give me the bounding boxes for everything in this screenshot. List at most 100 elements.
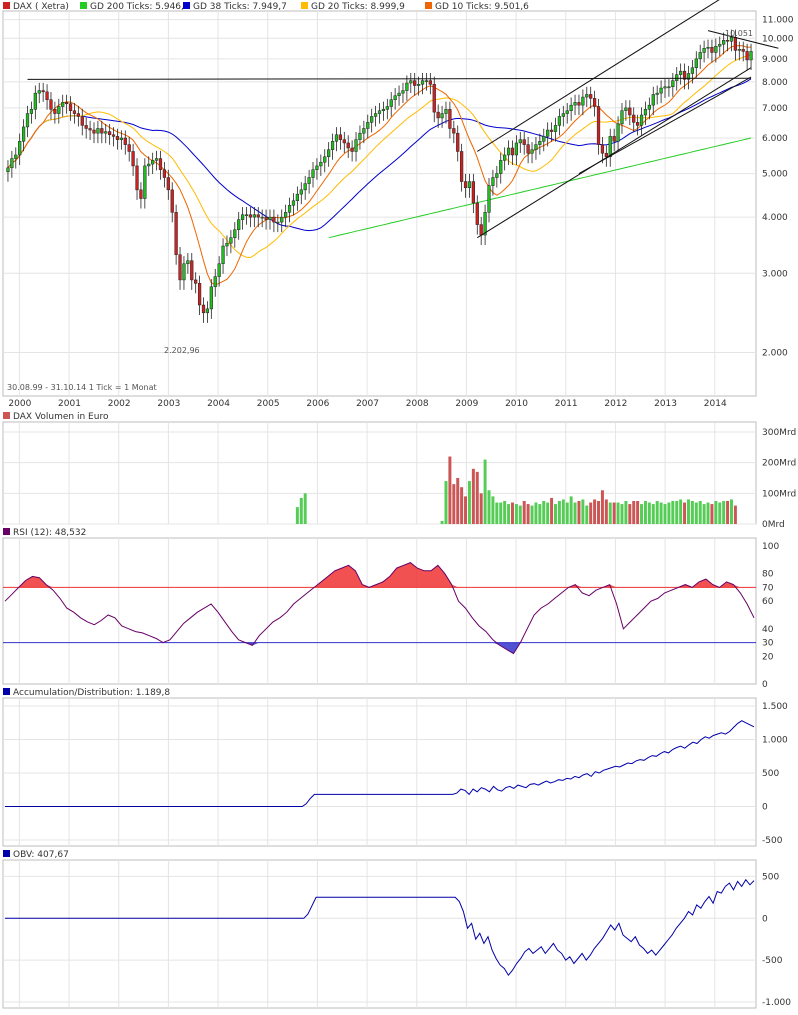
volume-bar bbox=[714, 501, 718, 524]
x-tick-label: 2008 bbox=[406, 399, 429, 409]
candle-body bbox=[147, 163, 151, 167]
candle-body bbox=[260, 216, 264, 219]
volume-bar bbox=[655, 501, 659, 524]
resistance-line bbox=[27, 77, 752, 80]
candle-body bbox=[569, 104, 573, 111]
dax-legend-swatch bbox=[3, 2, 10, 9]
candle-body bbox=[628, 107, 632, 116]
candle-body bbox=[467, 181, 472, 188]
candle-body bbox=[432, 84, 436, 113]
rsi-panel-frame bbox=[2, 537, 757, 685]
candle-body bbox=[557, 116, 562, 126]
candle-body bbox=[491, 177, 495, 186]
candle-body bbox=[561, 113, 565, 117]
candle-body bbox=[428, 80, 432, 85]
channel-lower-line bbox=[477, 67, 752, 239]
candle-body bbox=[565, 110, 569, 114]
obv-panel-frame bbox=[2, 859, 757, 1009]
candle-body bbox=[542, 136, 546, 142]
ad-panel-frame bbox=[2, 697, 757, 847]
candle-body bbox=[553, 125, 558, 132]
candle-body bbox=[323, 156, 327, 163]
candle-body bbox=[194, 279, 198, 284]
candle-body bbox=[33, 92, 37, 110]
candle-body bbox=[463, 181, 468, 188]
candle-body bbox=[186, 260, 190, 265]
candle-body bbox=[287, 205, 292, 213]
volume-bar bbox=[694, 502, 698, 524]
candle-body bbox=[659, 87, 663, 94]
volume-bar bbox=[690, 501, 694, 524]
candle-body bbox=[338, 134, 343, 140]
candle-body bbox=[725, 39, 730, 42]
candle-body bbox=[84, 125, 88, 129]
x-tick-label: 2014 bbox=[704, 399, 727, 409]
candle-body bbox=[237, 219, 241, 230]
price-tick-label: 5.000 bbox=[762, 170, 788, 180]
rsi-legend: RSI (12): 48,532 bbox=[3, 528, 86, 538]
volume-bar bbox=[475, 471, 479, 524]
candle-body bbox=[342, 139, 346, 144]
candle-body bbox=[170, 189, 174, 213]
candle-body bbox=[444, 109, 448, 114]
volume-bar bbox=[538, 504, 542, 524]
candle-body bbox=[698, 52, 702, 60]
candle-body bbox=[589, 94, 593, 99]
candle-body bbox=[397, 92, 401, 96]
volume-bar bbox=[557, 501, 561, 524]
candle-body bbox=[745, 51, 749, 61]
candle-body bbox=[737, 49, 741, 51]
candle-body bbox=[49, 99, 53, 110]
candle-body bbox=[248, 214, 253, 218]
candle-body bbox=[675, 74, 679, 81]
candle-body bbox=[679, 70, 683, 75]
candle-body bbox=[495, 173, 499, 178]
candle-body bbox=[530, 149, 534, 154]
gd20-legend-swatch bbox=[301, 2, 308, 9]
candle-body bbox=[280, 216, 284, 223]
price-tick-label: 8.000 bbox=[762, 78, 788, 88]
candle-body bbox=[604, 152, 608, 158]
candle-body bbox=[80, 116, 84, 126]
candle-body bbox=[92, 129, 96, 134]
candle-body bbox=[651, 94, 655, 106]
price-tick-label: 3.000 bbox=[762, 269, 788, 279]
volume-bar bbox=[471, 468, 475, 524]
candle-body bbox=[620, 110, 624, 125]
obv-line bbox=[5, 878, 755, 977]
price-series bbox=[6, 0, 779, 323]
candle-body bbox=[448, 109, 452, 129]
obv-tick-label: 0 bbox=[762, 914, 768, 924]
rsi-legend-swatch bbox=[3, 528, 10, 535]
x-tick-label: 2011 bbox=[555, 399, 578, 409]
candle-body bbox=[25, 113, 30, 128]
candle-body bbox=[632, 114, 636, 123]
ad-line bbox=[5, 720, 755, 807]
ad-series bbox=[5, 720, 755, 807]
candle-body bbox=[104, 131, 108, 134]
candle-body bbox=[272, 216, 276, 223]
candle-body bbox=[401, 90, 405, 94]
candle-body bbox=[385, 106, 389, 110]
candle-body bbox=[702, 48, 706, 53]
candle-body bbox=[68, 103, 73, 111]
candle-body bbox=[154, 158, 159, 161]
candle-body bbox=[61, 102, 65, 107]
volume-bar bbox=[495, 502, 499, 524]
range-annotation: 30.08.99 - 31.10.14 1 Tick = 1 Monat bbox=[7, 383, 157, 392]
candle-body bbox=[741, 49, 745, 52]
volume-bar bbox=[585, 505, 589, 524]
price-title: DAX ( Xetra) bbox=[13, 2, 69, 12]
volume-bar bbox=[702, 504, 706, 524]
volume-bar bbox=[581, 499, 585, 524]
volume-bar bbox=[675, 501, 679, 524]
candle-body bbox=[350, 147, 354, 152]
volume-bar bbox=[698, 501, 702, 524]
price-tick-label: 11.000 bbox=[762, 16, 794, 26]
candle-body bbox=[233, 229, 237, 238]
candle-body bbox=[538, 141, 542, 145]
price-tick-label: 7.000 bbox=[762, 104, 788, 114]
volume-bar bbox=[303, 493, 307, 524]
candle-body bbox=[162, 169, 167, 178]
volume-bar bbox=[710, 504, 714, 524]
